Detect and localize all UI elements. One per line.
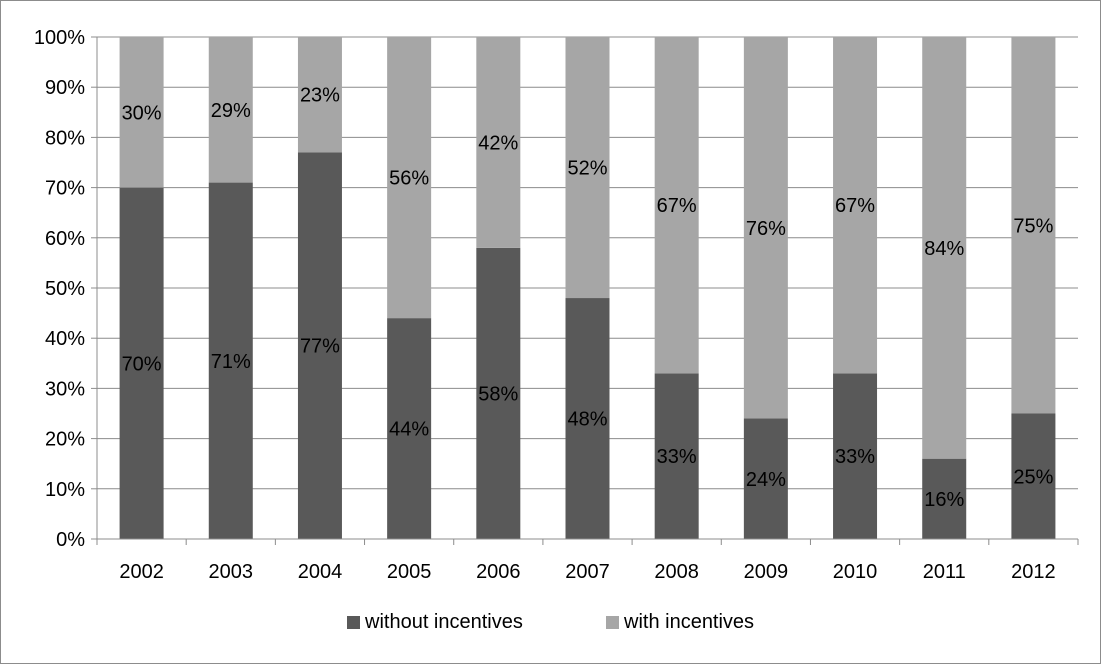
legend-swatch-without-incentives[interactable] bbox=[347, 616, 360, 629]
legend-label-without-incentives[interactable]: without incentives bbox=[364, 611, 523, 633]
bar-without-incentives-2002[interactable] bbox=[119, 187, 164, 539]
y-tick-label: 0% bbox=[56, 529, 85, 551]
bar-with-incentives-2007[interactable] bbox=[565, 37, 610, 299]
x-tick-label: 2011 bbox=[923, 561, 966, 583]
bar-without-incentives-2012[interactable] bbox=[1011, 413, 1056, 540]
data-label: 33% bbox=[835, 446, 875, 468]
data-label: 29% bbox=[211, 100, 251, 122]
y-tick-label: 100% bbox=[34, 27, 85, 49]
data-label: 23% bbox=[300, 85, 340, 107]
data-label: 71% bbox=[211, 351, 251, 373]
bar-without-incentives-2011[interactable] bbox=[922, 458, 967, 539]
bar-without-incentives-2005[interactable] bbox=[387, 318, 432, 539]
x-tick-label: 2012 bbox=[1011, 561, 1056, 583]
data-label: 56% bbox=[389, 168, 429, 190]
legend-label-with-incentives[interactable]: with incentives bbox=[623, 611, 754, 633]
bar-without-incentives-2003[interactable] bbox=[208, 182, 253, 539]
legend-swatch-with-incentives[interactable] bbox=[606, 616, 619, 629]
data-label: 48% bbox=[567, 409, 607, 431]
bar-with-incentives-2012[interactable] bbox=[1011, 37, 1056, 414]
x-tick-label: 2006 bbox=[476, 561, 521, 583]
data-label: 42% bbox=[478, 132, 518, 154]
bar-with-incentives-2005[interactable] bbox=[387, 37, 432, 319]
bar-without-incentives-2010[interactable] bbox=[833, 373, 878, 539]
x-tick-label: 2002 bbox=[119, 561, 164, 583]
x-tick-label: 2005 bbox=[387, 561, 432, 583]
bars bbox=[119, 37, 1056, 540]
y-tick-label: 50% bbox=[45, 278, 85, 300]
data-labels: 70% 30% 71% 29% 77% 23% 44% 56% 58% 42% 48% 52% 33% 6… bbox=[122, 85, 1054, 511]
data-label: 44% bbox=[389, 419, 429, 441]
axes: 0% 10% 20% 30% 40% 50% 60% 70% 80% 90% 100% 2002 200… bbox=[34, 27, 1079, 583]
x-tick-label: 2008 bbox=[654, 561, 699, 583]
data-label: 33% bbox=[657, 446, 697, 468]
y-tick-label: 10% bbox=[45, 479, 85, 501]
data-label: 30% bbox=[122, 102, 162, 124]
data-label: 16% bbox=[924, 489, 964, 511]
data-label: 77% bbox=[300, 336, 340, 358]
data-label: 67% bbox=[657, 195, 697, 217]
data-label: 67% bbox=[835, 195, 875, 217]
bar-with-incentives-2011[interactable] bbox=[922, 37, 967, 459]
data-label: 58% bbox=[478, 383, 518, 405]
x-tick-label: 2003 bbox=[209, 561, 254, 583]
bar-with-incentives-2009[interactable] bbox=[743, 37, 788, 419]
y-tick-label: 20% bbox=[45, 429, 85, 451]
bar-with-incentives-2003[interactable] bbox=[208, 37, 253, 183]
data-label: 25% bbox=[1013, 466, 1053, 488]
x-tick-label: 2009 bbox=[744, 561, 789, 583]
x-tick-label: 2004 bbox=[298, 561, 343, 583]
y-tick-label: 70% bbox=[45, 178, 85, 200]
data-label: 84% bbox=[924, 238, 964, 260]
bar-with-incentives-2004[interactable] bbox=[297, 37, 342, 153]
bar-without-incentives-2006[interactable] bbox=[476, 247, 521, 539]
y-tick-label: 30% bbox=[45, 378, 85, 400]
data-label: 24% bbox=[746, 469, 786, 491]
x-tick-label: 2007 bbox=[565, 561, 610, 583]
x-tick-label: 2010 bbox=[833, 561, 878, 583]
bar-with-incentives-2008[interactable] bbox=[654, 37, 699, 374]
data-label: 75% bbox=[1013, 215, 1053, 237]
y-tick-label: 60% bbox=[45, 228, 85, 250]
y-tick-label: 90% bbox=[45, 77, 85, 99]
data-label: 70% bbox=[122, 353, 162, 375]
data-label: 52% bbox=[567, 158, 607, 180]
data-label: 76% bbox=[746, 218, 786, 240]
bar-without-incentives-2009[interactable] bbox=[743, 418, 788, 539]
bar-with-incentives-2002[interactable] bbox=[119, 37, 164, 188]
legend[interactable]: without incentives with incentives bbox=[347, 611, 754, 633]
bar-with-incentives-2010[interactable] bbox=[833, 37, 878, 374]
bar-with-incentives-2006[interactable] bbox=[476, 37, 521, 248]
bar-without-incentives-2007[interactable] bbox=[565, 298, 610, 539]
y-tick-label: 80% bbox=[45, 127, 85, 149]
bar-without-incentives-2008[interactable] bbox=[654, 373, 699, 539]
bar-without-incentives-2004[interactable] bbox=[297, 152, 342, 539]
y-tick-label: 40% bbox=[45, 328, 85, 350]
